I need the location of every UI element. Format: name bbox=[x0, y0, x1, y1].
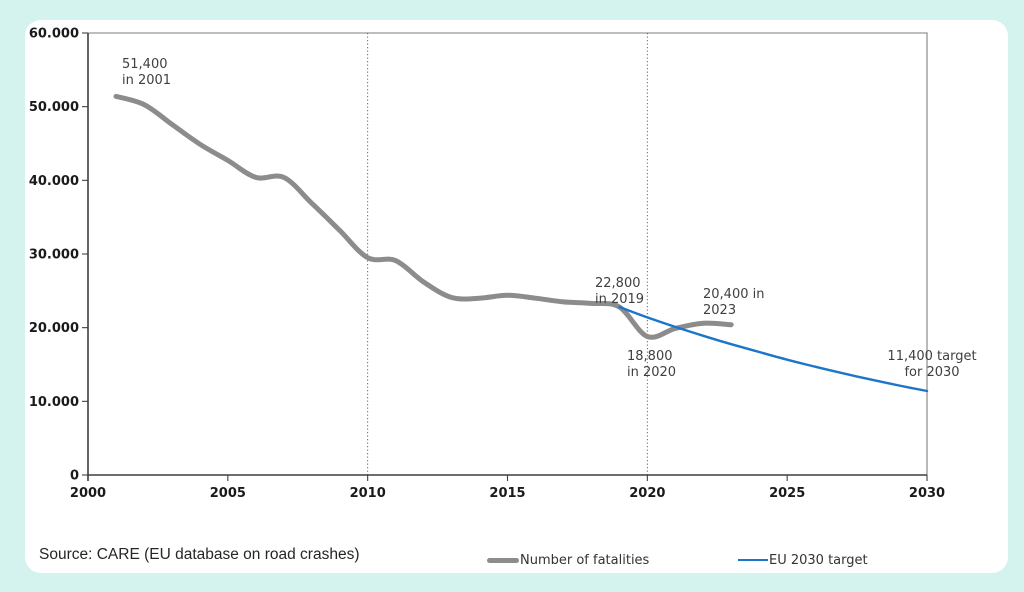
y-tick-label: 50.000 bbox=[29, 100, 79, 115]
y-tick-label: 60.000 bbox=[29, 27, 79, 42]
source-note: Source: CARE (EU database on road crashe… bbox=[39, 546, 360, 563]
legend-label-fatalities: Number of fatalities bbox=[520, 552, 650, 568]
annotation-fatalities-2001: 51,400 in 2001 bbox=[122, 57, 172, 88]
x-tick-label: 2000 bbox=[70, 486, 106, 501]
series-number-of-fatalities bbox=[113, 93, 734, 340]
plot-border bbox=[88, 32, 928, 475]
x-tick-label: 2015 bbox=[489, 486, 525, 501]
x-tick-label: 2010 bbox=[350, 486, 386, 501]
series-eu-2030-target bbox=[618, 305, 929, 393]
fatalities-line-swatch bbox=[487, 557, 519, 563]
y-tick-label: 40.000 bbox=[29, 174, 79, 189]
y-tick-label: 30.000 bbox=[29, 248, 79, 263]
x-tick-label: 2005 bbox=[210, 486, 246, 501]
legend-item-target: EU 2030 target bbox=[738, 551, 868, 569]
y-tick-label: 20.000 bbox=[29, 321, 79, 336]
annotation-fatalities-2019: 22,800 in 2019 bbox=[595, 276, 645, 307]
y-tick-label: 0 bbox=[70, 469, 79, 484]
annotation-target-2030: 11,400 target for 2030 bbox=[887, 349, 977, 380]
target-line-swatch bbox=[738, 558, 768, 562]
x-tick-label: 2030 bbox=[909, 486, 945, 501]
x-tick-label: 2025 bbox=[769, 486, 805, 501]
legend-item-fatalities: Number of fatalities bbox=[487, 551, 649, 569]
y-tick-label: 10.000 bbox=[29, 395, 79, 410]
annotation-fatalities-2020: 18,800 in 2020 bbox=[627, 349, 677, 380]
annotation-fatalities-2023: 20,400 in 2023 bbox=[703, 287, 765, 318]
legend-label-target: EU 2030 target bbox=[769, 552, 868, 568]
x-tick-label: 2020 bbox=[629, 486, 665, 501]
